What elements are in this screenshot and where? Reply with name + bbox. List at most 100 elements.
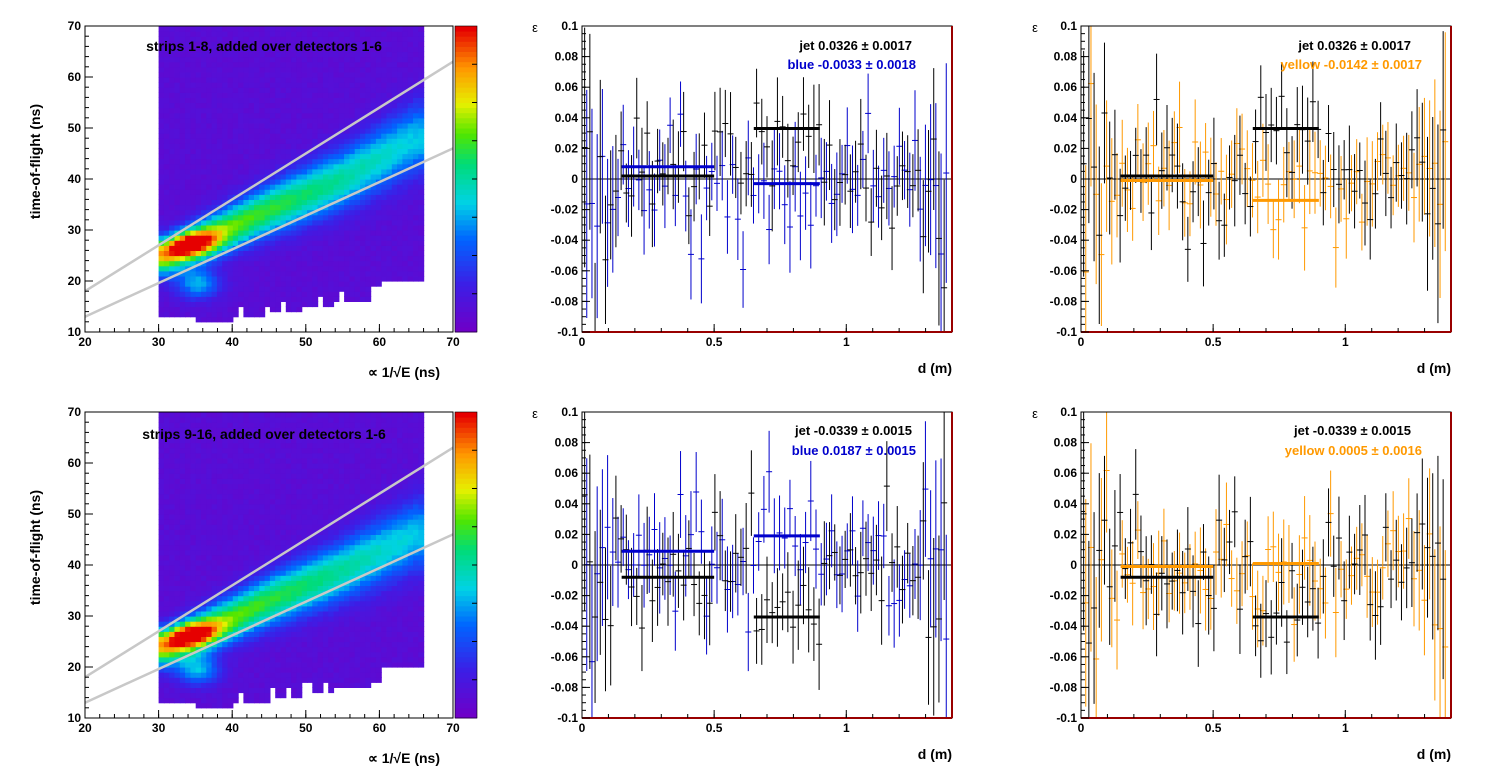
heatmap-cell xyxy=(391,275,398,282)
heatmap-cell xyxy=(344,36,350,42)
heatmap-cell xyxy=(201,189,207,195)
heatmap-cell xyxy=(227,270,234,277)
heatmap-cell xyxy=(163,250,170,257)
heatmap-cell xyxy=(169,117,176,124)
heatmap-cell xyxy=(280,36,287,42)
heatmap-cell xyxy=(296,36,303,42)
heatmap-cell xyxy=(360,66,366,73)
heatmap-cell xyxy=(195,153,202,160)
heatmap-cell xyxy=(354,138,361,144)
heatmap-cell xyxy=(206,463,213,469)
heatmap-cell xyxy=(222,173,229,180)
heatmap-cell xyxy=(243,631,250,637)
heatmap-cell xyxy=(264,570,271,576)
heatmap-cell xyxy=(254,427,260,433)
heatmap-cell xyxy=(328,46,335,53)
heatmap-cell xyxy=(216,493,223,500)
heatmap-cell xyxy=(354,255,361,262)
heatmap-cell xyxy=(254,661,260,668)
heatmap-cell xyxy=(232,26,239,32)
heatmap-cell xyxy=(163,138,170,144)
heatmap-cell xyxy=(232,143,239,149)
heatmap-cell xyxy=(328,87,335,93)
heatmap-cell xyxy=(206,427,213,433)
heatmap-cell xyxy=(169,570,176,576)
heatmap-cell xyxy=(211,286,218,292)
heatmap-cell xyxy=(232,240,239,246)
cut-line-1 xyxy=(84,60,454,293)
heatmap-cell xyxy=(227,31,234,37)
heatmap-cell xyxy=(322,117,329,124)
heatmap-cell xyxy=(158,422,165,428)
heatmap-cell xyxy=(243,554,250,561)
heatmap-cell xyxy=(238,46,244,53)
colorbar-segment xyxy=(455,36,477,42)
heatmap-cell xyxy=(338,82,345,88)
heatmap-cell xyxy=(248,143,255,149)
heatmap-cell xyxy=(174,199,181,206)
heatmap-cell xyxy=(169,184,176,190)
heatmap-cell xyxy=(216,514,223,520)
heatmap-cell xyxy=(169,534,176,541)
heatmap-cell xyxy=(254,224,260,231)
heatmap-cell xyxy=(227,702,234,709)
heatmap-cell xyxy=(397,209,403,216)
heatmap-cell xyxy=(291,56,297,63)
heatmap-cell xyxy=(312,97,319,104)
heatmap-cell xyxy=(312,56,319,63)
heatmap-cell xyxy=(254,514,260,520)
heatmap-cell xyxy=(402,66,409,73)
heatmap-cell xyxy=(238,427,244,433)
heatmap-cell xyxy=(169,143,176,149)
heatmap-cell xyxy=(238,661,244,668)
heatmap-cell xyxy=(280,107,287,114)
heatmap-cell xyxy=(296,255,303,262)
x-tick-label: 1 xyxy=(843,335,850,349)
heatmap-cell xyxy=(413,41,419,47)
heatmap-cell xyxy=(269,41,276,47)
heatmap-cell xyxy=(354,184,361,190)
heatmap-cell xyxy=(243,667,250,673)
heatmap-cell xyxy=(264,508,271,515)
heatmap-cell xyxy=(312,255,319,262)
heatmap-cell xyxy=(169,61,176,68)
heatmap-cell xyxy=(291,219,297,226)
heatmap-cell xyxy=(195,316,202,323)
heatmap-cell xyxy=(269,621,276,627)
heatmap-cell xyxy=(211,488,218,495)
heatmap-cell xyxy=(206,661,213,668)
heatmap-cell xyxy=(238,209,244,216)
heatmap-cell xyxy=(402,107,409,114)
heatmap-cell xyxy=(158,209,165,216)
heatmap-cell xyxy=(179,590,186,597)
heatmap-cell xyxy=(243,682,250,688)
heatmap-cell xyxy=(238,275,244,282)
heatmap-cell xyxy=(169,514,176,520)
heatmap-cell xyxy=(243,143,250,149)
heatmap-cell xyxy=(201,301,207,308)
heatmap-cell xyxy=(333,117,340,124)
heatmap-cell xyxy=(174,570,181,576)
heatmap-cell xyxy=(285,77,292,83)
heatmap-cell xyxy=(259,189,266,195)
heatmap-cell xyxy=(201,570,207,576)
heatmap-cell xyxy=(418,128,425,134)
heatmap-cell xyxy=(254,138,260,144)
heatmap-cell xyxy=(275,667,282,673)
heatmap-cell xyxy=(243,235,250,241)
heatmap-cell xyxy=(259,539,266,546)
heatmap-cell xyxy=(280,102,287,109)
heatmap-cell xyxy=(307,77,313,83)
heatmap-cell xyxy=(386,122,393,129)
heatmap-cell xyxy=(254,457,260,464)
heatmap-cell xyxy=(201,442,207,449)
heatmap-cell xyxy=(418,82,425,88)
heatmap-cell xyxy=(243,432,250,439)
y-tick-label: 0.08 xyxy=(555,50,579,64)
heatmap-cell xyxy=(322,61,329,68)
heatmap-cell xyxy=(179,194,186,200)
heatmap-cell xyxy=(370,184,377,190)
heatmap-cell xyxy=(238,452,244,459)
heatmap-cell xyxy=(317,235,324,241)
